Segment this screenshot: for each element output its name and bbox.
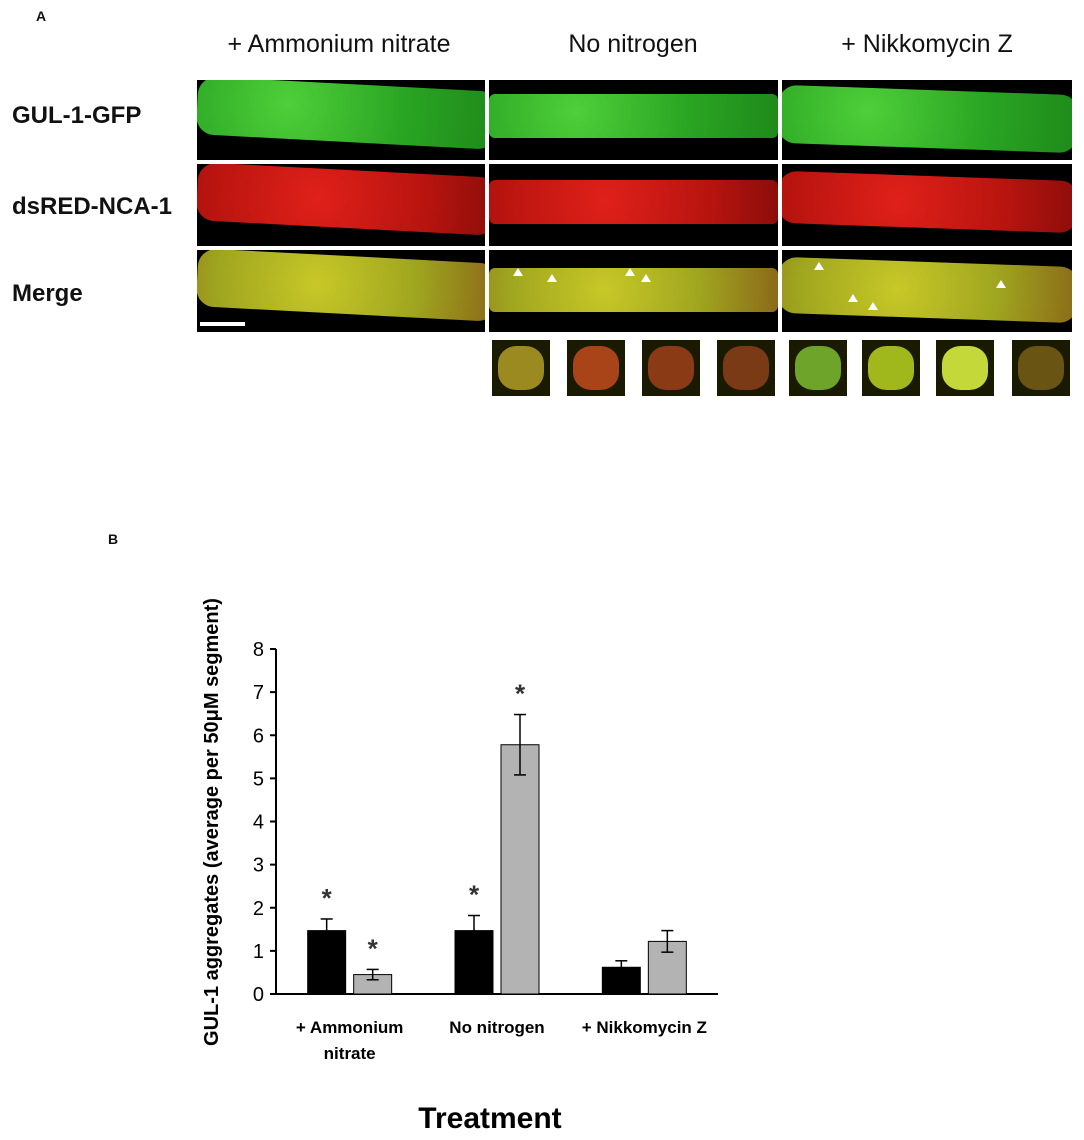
y-tick-label: 5 xyxy=(253,768,264,790)
inset-crop xyxy=(1012,340,1070,396)
inset-crop xyxy=(567,340,625,396)
significance-asterisk: * xyxy=(322,883,333,913)
y-tick-label: 0 xyxy=(253,984,264,1006)
panel-b-letter: B xyxy=(108,531,119,547)
significance-asterisk: * xyxy=(368,933,379,963)
row-label-gfp: GUL-1-GFP xyxy=(12,102,142,129)
bar xyxy=(307,930,347,995)
arrowhead-marker xyxy=(868,302,878,310)
arrowhead-marker xyxy=(625,268,635,276)
micrograph-gfp-nikkomycin xyxy=(782,80,1072,160)
panel-a-letter: A xyxy=(36,8,47,24)
x-axis-title: Treatment xyxy=(418,1102,561,1135)
bar xyxy=(647,940,687,995)
y-tick-label: 7 xyxy=(253,682,264,704)
bar xyxy=(353,974,393,995)
inset-crop xyxy=(789,340,847,396)
arrowhead-marker xyxy=(848,294,858,302)
row-label-merge: Merge xyxy=(12,280,83,307)
micrograph-dsred-ammonium xyxy=(197,164,485,246)
micrograph-gfp-no-nitrogen xyxy=(489,80,778,160)
inset-crop xyxy=(862,340,920,396)
inset-crop xyxy=(492,340,550,396)
bar xyxy=(500,744,540,995)
y-tick-label: 1 xyxy=(253,941,264,963)
arrowhead-marker xyxy=(513,268,523,276)
y-tick-label: 4 xyxy=(253,812,264,834)
y-axis-title: GUL-1 aggregates (average per 50μM segme… xyxy=(201,598,223,1046)
column-title-no-nitrogen: No nitrogen xyxy=(568,30,698,58)
micrograph-dsred-no-nitrogen xyxy=(489,164,778,246)
column-title-ammonium: + Ammonium nitrate xyxy=(227,30,451,58)
x-category-label: + Ammonium xyxy=(296,1018,404,1037)
column-title-nikkomycin: + Nikkomycin Z xyxy=(841,30,1013,58)
row-label-dsred: dsRED-NCA-1 xyxy=(12,193,173,220)
arrowhead-marker xyxy=(814,262,824,270)
inset-crop xyxy=(936,340,994,396)
y-tick-label: 6 xyxy=(253,725,264,747)
micrograph-merge-nikkomycin xyxy=(782,250,1072,332)
arrowhead-marker xyxy=(996,280,1006,288)
arrowhead-marker xyxy=(641,274,651,282)
x-category-label: nitrate xyxy=(324,1044,376,1063)
inset-crop xyxy=(717,340,775,396)
bar xyxy=(601,966,641,995)
y-tick-label: 8 xyxy=(253,639,264,661)
x-category-label: + Nikkomycin Z xyxy=(582,1018,707,1037)
x-category-label: No nitrogen xyxy=(449,1018,544,1037)
micrograph-gfp-ammonium xyxy=(197,80,485,160)
y-tick-label: 2 xyxy=(253,898,264,920)
inset-crop xyxy=(642,340,700,396)
bar xyxy=(454,930,494,995)
significance-asterisk: * xyxy=(515,679,526,709)
micrograph-merge-ammonium xyxy=(197,250,485,332)
arrowhead-marker xyxy=(547,274,557,282)
scale-bar xyxy=(200,322,245,326)
significance-asterisk: * xyxy=(469,880,480,910)
y-tick-label: 3 xyxy=(253,855,264,877)
micrograph-merge-no-nitrogen xyxy=(489,250,778,332)
micrograph-dsred-nikkomycin xyxy=(782,164,1072,246)
